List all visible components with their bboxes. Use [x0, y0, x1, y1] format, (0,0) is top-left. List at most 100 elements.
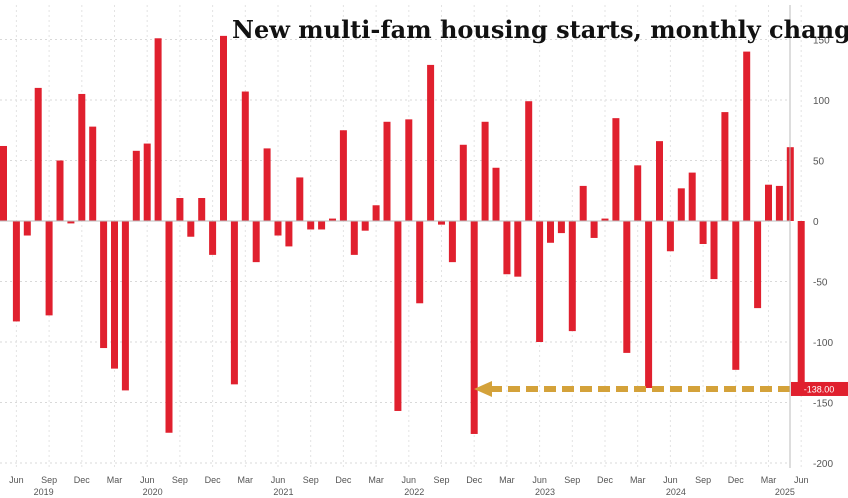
bar [677, 188, 685, 221]
bar [481, 121, 489, 221]
x-year-label: 2025 [775, 487, 795, 497]
bar [307, 221, 315, 230]
bar [623, 221, 631, 353]
bar [34, 87, 42, 222]
x-tick-label: Dec [466, 475, 483, 485]
bar [754, 221, 762, 309]
x-tick-label: Mar [630, 475, 646, 485]
bar [56, 160, 64, 221]
bar [732, 221, 740, 370]
x-tick-label: Sep [695, 475, 711, 485]
bar [416, 221, 424, 304]
bar [383, 121, 391, 221]
bar [209, 221, 217, 255]
bar [100, 221, 108, 349]
x-tick-label: Jun [663, 475, 678, 485]
x-year-label: 2024 [666, 487, 686, 497]
last-value-label: -138.00 [804, 384, 835, 394]
bar [132, 150, 140, 221]
bar [296, 177, 304, 221]
bar [198, 198, 206, 221]
bar [557, 221, 565, 234]
bar [601, 218, 609, 221]
bar [176, 198, 184, 221]
x-year-label: 2020 [143, 487, 163, 497]
bar [329, 218, 336, 221]
x-tick-label: Dec [74, 475, 91, 485]
axis-layer: 150 100 50 0 -50 -100 -150 -200 Jun Sep Dec Mar Jun S… [0, 5, 833, 497]
bar [67, 221, 75, 224]
x-tick-label: Sep [433, 475, 449, 485]
bar [568, 221, 576, 332]
bar [666, 221, 674, 252]
y-tick-label: 150 [813, 36, 830, 47]
bar [121, 221, 129, 391]
bar [590, 221, 598, 238]
x-tick-label: Dec [335, 475, 352, 485]
bar [143, 143, 151, 221]
bar [514, 221, 522, 277]
bar [438, 221, 445, 225]
x-tick-label: Sep [41, 475, 57, 485]
bar [503, 221, 511, 275]
bar [612, 118, 620, 221]
bar [645, 221, 653, 388]
bar [350, 221, 358, 255]
x-tick-label: Jun [140, 475, 155, 485]
bar [427, 64, 435, 221]
x-tick-label: Dec [205, 475, 222, 485]
annotation-arrowhead [474, 380, 492, 397]
x-tick-label: Mar [238, 475, 254, 485]
y-tick-label: 100 [813, 96, 830, 107]
bar [220, 35, 227, 222]
bar [459, 144, 467, 221]
bar [547, 221, 554, 243]
bar [797, 221, 805, 388]
x-year-label: 2019 [34, 487, 54, 497]
bar [721, 112, 729, 221]
bar [394, 221, 402, 411]
x-tick-label: Jun [402, 475, 417, 485]
x-tick-label: Mar [499, 475, 515, 485]
bar [187, 221, 195, 237]
bar [699, 221, 707, 244]
x-year-label: 2021 [273, 487, 293, 497]
last-value-badge [791, 381, 848, 396]
x-tick-label: Sep [564, 475, 580, 485]
y-tick-label: -100 [813, 338, 833, 349]
y-tick-label: 0 [813, 217, 819, 228]
bar [448, 221, 456, 263]
bar [775, 185, 783, 221]
bar [111, 221, 118, 369]
bar [656, 141, 663, 221]
bar [12, 221, 20, 322]
x-tick-label: Jun [532, 475, 547, 485]
bar [285, 221, 293, 247]
bar [45, 221, 53, 316]
annotation-layer: -138.00 [474, 380, 848, 397]
y-tick-label: 50 [813, 157, 825, 168]
bar [536, 221, 544, 342]
bar [274, 221, 282, 236]
bar [318, 221, 326, 230]
bar [372, 205, 380, 221]
y-tick-label: -50 [813, 278, 828, 289]
bar [89, 126, 97, 221]
x-tick-label: Jun [9, 475, 24, 485]
bar [492, 167, 500, 221]
x-tick-label: Mar [368, 475, 384, 485]
bar [525, 101, 533, 221]
x-year-label: 2022 [404, 487, 424, 497]
x-tick-label: Sep [303, 475, 319, 485]
x-tick-label: Dec [728, 475, 745, 485]
bar [230, 221, 238, 385]
y-tick-label: -150 [813, 399, 833, 410]
x-tick-label: Jun [271, 475, 286, 485]
bar [579, 185, 587, 221]
bar [154, 38, 162, 221]
bar [470, 221, 478, 434]
bar [339, 130, 347, 221]
bar [23, 221, 31, 236]
